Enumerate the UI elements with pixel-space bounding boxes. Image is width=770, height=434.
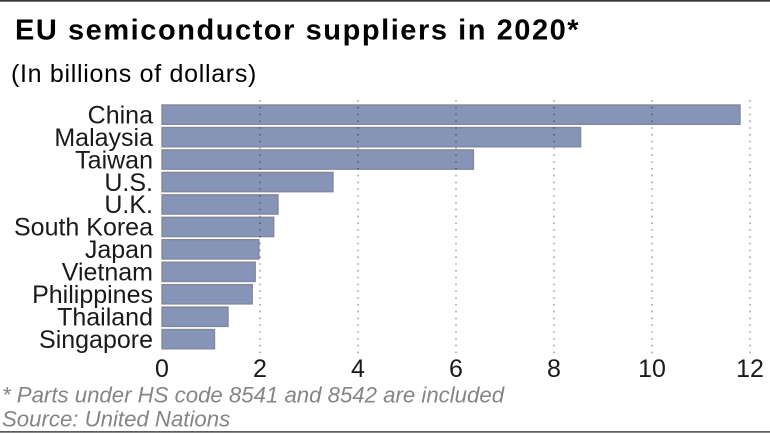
svg-text:2: 2	[253, 355, 267, 383]
svg-text:Philippines: Philippines	[32, 281, 153, 309]
svg-text:Taiwan: Taiwan	[75, 146, 153, 174]
svg-text:12: 12	[736, 355, 764, 383]
svg-text:(In billions of dollars): (In billions of dollars)	[11, 60, 257, 88]
svg-text:Thailand: Thailand	[57, 304, 153, 332]
svg-text:10: 10	[638, 355, 666, 383]
svg-text:6: 6	[449, 355, 463, 383]
svg-text:Vietnam: Vietnam	[62, 259, 153, 287]
svg-text:South Korea: South Korea	[14, 214, 153, 242]
svg-text:8: 8	[547, 355, 561, 383]
svg-text:U.S.: U.S.	[104, 169, 153, 197]
svg-text:Malaysia: Malaysia	[54, 124, 153, 152]
svg-text:Japan: Japan	[85, 236, 153, 264]
svg-text:China: China	[88, 101, 153, 129]
svg-text:Source: United Nations: Source: United Nations	[2, 407, 230, 432]
svg-text:Singapore: Singapore	[39, 326, 153, 354]
svg-text:4: 4	[351, 355, 365, 383]
svg-text:* Parts under HS code 8541 and: * Parts under HS code 8541 and 8542 are …	[2, 383, 505, 408]
svg-text:U.K.: U.K.	[104, 191, 153, 219]
svg-text:EU semiconductor suppliers in: EU semiconductor suppliers in 2020*	[15, 15, 580, 47]
svg-text:0: 0	[155, 355, 169, 383]
